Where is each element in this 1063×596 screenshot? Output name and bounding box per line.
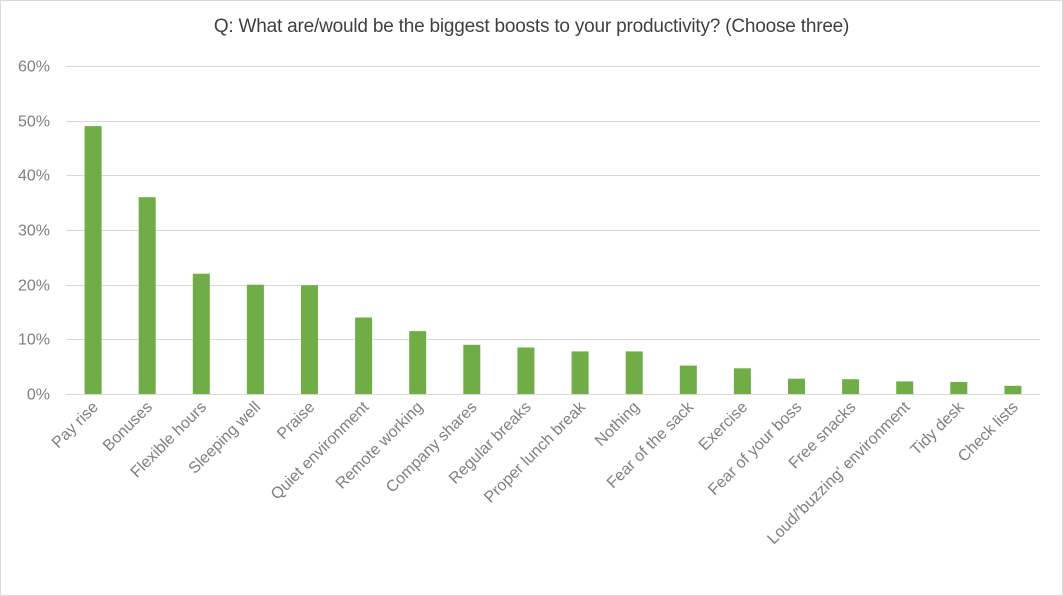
y-tick-label: 10% — [18, 332, 50, 349]
x-category-label: Company shares — [383, 399, 481, 497]
y-tick-label: 50% — [18, 114, 50, 131]
bar — [138, 197, 156, 394]
y-tick-label: 60% — [18, 59, 50, 76]
bar — [409, 331, 427, 394]
bar — [1004, 385, 1022, 394]
bar — [355, 317, 373, 394]
y-tick-label: 30% — [18, 223, 50, 240]
bar — [679, 365, 697, 394]
bars — [84, 126, 1022, 394]
gridlines — [66, 66, 1040, 395]
bar — [896, 381, 914, 394]
bar — [625, 351, 643, 394]
x-category-label: Fear of your boss — [705, 399, 805, 499]
bar — [192, 273, 210, 394]
x-category-label: Exercise — [696, 399, 751, 454]
chart-title: Q: What are/would be the biggest boosts … — [213, 16, 850, 37]
x-category-label: Pay rise — [49, 399, 102, 452]
x-category-label: Quiet environment — [268, 398, 373, 503]
bar — [842, 379, 860, 394]
bar — [950, 382, 968, 394]
y-tick-label: 0% — [27, 387, 50, 404]
y-axis-tick-labels: 0% 10% 20% 30% 40% 50% 60% — [18, 59, 50, 404]
bar — [571, 351, 589, 394]
bar — [246, 284, 264, 394]
bar — [301, 285, 318, 394]
y-tick-label: 40% — [18, 168, 50, 185]
bar — [463, 344, 481, 394]
bar — [733, 368, 751, 394]
bar — [788, 378, 805, 394]
x-category-label: Praise — [274, 399, 318, 443]
x-category-label: Bonuses — [100, 399, 156, 455]
x-category-label: Proper lunch break — [481, 398, 589, 506]
y-tick-label: 20% — [18, 278, 50, 295]
bar — [517, 347, 535, 394]
bar — [84, 126, 102, 394]
x-category-label: Nothing — [592, 399, 643, 450]
